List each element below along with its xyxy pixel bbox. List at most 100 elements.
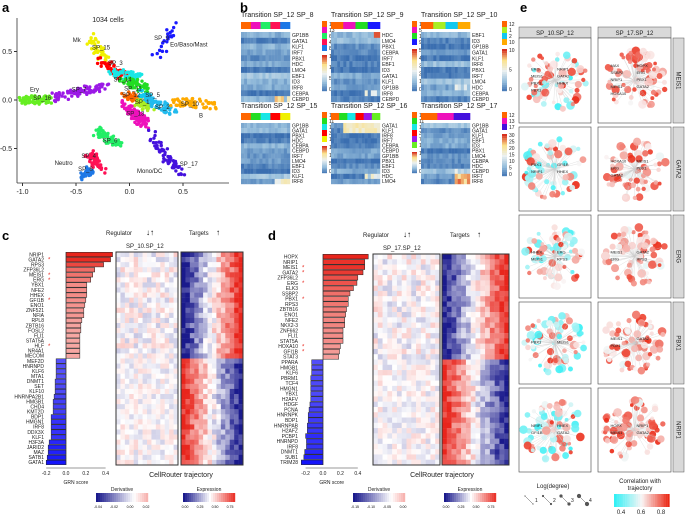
heatmap-cell xyxy=(280,43,285,50)
heatmap-cell xyxy=(283,158,288,164)
expression-cell xyxy=(194,267,199,273)
heatmap-cell xyxy=(433,49,437,56)
heatmap-cell xyxy=(241,67,245,74)
expression-cell xyxy=(485,280,491,286)
grn-score-bar xyxy=(322,338,344,344)
derivative-cell xyxy=(169,297,174,303)
heatmap-cell xyxy=(370,178,375,185)
heatmap-cell xyxy=(445,72,449,79)
expression-cell xyxy=(465,259,471,265)
derivative-cell xyxy=(129,394,134,400)
heatmap-cell xyxy=(250,178,254,185)
heatmap-cell xyxy=(454,67,458,74)
heatmap-cell xyxy=(244,32,248,39)
heatmap-cell xyxy=(247,84,251,91)
color-scale-step xyxy=(322,73,327,75)
derivative-cell xyxy=(124,348,130,354)
derivative-cell xyxy=(120,429,126,435)
heatmap-cell xyxy=(286,163,291,169)
heatmap-cell xyxy=(268,133,272,139)
grn-score-bar xyxy=(65,307,85,313)
heatmap-cell xyxy=(430,123,434,129)
expression-cell xyxy=(194,338,199,344)
derivative-cell xyxy=(155,302,161,308)
expression-cell xyxy=(212,373,217,379)
expression-cell xyxy=(216,307,222,314)
grn-score-bar xyxy=(322,343,341,349)
grn-score-bar xyxy=(303,454,324,460)
expression-cell xyxy=(456,354,462,360)
color-scale-step xyxy=(502,144,507,147)
expression-cell xyxy=(212,353,217,359)
heatmap-cell xyxy=(427,128,431,134)
derivative-cell xyxy=(138,373,143,379)
expression-cell xyxy=(446,280,452,286)
heatmap-cell xyxy=(448,96,452,103)
derivative-cell xyxy=(129,363,134,369)
heatmap-cell xyxy=(358,123,362,129)
heatmap-cell xyxy=(445,163,449,169)
derivative-cell xyxy=(129,307,134,314)
heatmap-cell xyxy=(430,90,434,97)
color-scale-step xyxy=(502,63,507,66)
heatmap-cell xyxy=(349,138,353,144)
heatmap-cell xyxy=(247,37,251,44)
expression-cell xyxy=(446,454,452,460)
derivative-cell xyxy=(147,297,152,303)
heatmap-cell xyxy=(433,173,437,180)
derivative-cell xyxy=(133,323,139,329)
derivative-cell xyxy=(392,391,398,397)
expression-cell xyxy=(207,348,213,354)
heatmap-cell xyxy=(457,72,462,79)
expression-cell xyxy=(504,269,510,276)
expression-cell xyxy=(181,267,186,273)
derivative-cell xyxy=(133,272,139,278)
expression-cell xyxy=(442,312,447,318)
derivative-cell xyxy=(164,368,170,374)
grn-score-bar xyxy=(55,358,67,364)
heatmap-cell xyxy=(247,173,251,180)
heatmap-cell xyxy=(340,55,344,62)
scatter-point-sp_2 xyxy=(149,104,153,108)
derivative-cell xyxy=(401,364,407,371)
scatter-point-sp_17 xyxy=(148,138,152,143)
derivative-cell xyxy=(420,438,426,445)
significance-star: * xyxy=(48,258,51,264)
expression-cell xyxy=(234,287,239,293)
scatter-point-sp_10 xyxy=(181,97,185,101)
expression-cell xyxy=(225,414,230,420)
derivative-cell xyxy=(435,327,441,334)
expression-cell xyxy=(480,275,486,281)
heatmap-cell xyxy=(445,32,449,39)
heatmap-cell xyxy=(268,128,272,134)
scatter-point-sp_13 xyxy=(140,119,144,123)
derivative-cell xyxy=(435,254,441,260)
heatmap-cell xyxy=(436,128,440,134)
expression-cell xyxy=(465,459,471,466)
derivative-cell xyxy=(138,282,143,288)
expression-cell xyxy=(456,454,462,460)
expression-cell xyxy=(229,449,235,456)
derivative-cell xyxy=(116,368,121,374)
derivative-cell xyxy=(387,275,393,281)
expression-cell xyxy=(499,385,505,392)
derivative-cell xyxy=(387,343,393,350)
derivative-cell xyxy=(382,312,388,318)
heatmap-cell xyxy=(259,123,263,129)
heatmap-cell xyxy=(463,96,468,103)
heatmap-cell xyxy=(274,96,278,103)
derivative-cell xyxy=(377,364,383,371)
derivative-cell xyxy=(377,254,383,260)
expression-cell xyxy=(446,317,452,323)
expression-cell xyxy=(456,254,462,260)
expression-scale-step xyxy=(187,493,190,502)
derivative-cell xyxy=(425,269,431,276)
expression-cell xyxy=(485,433,491,439)
derivative-cell xyxy=(416,401,422,408)
heatmap-cell xyxy=(370,133,375,139)
heatmap-cell xyxy=(373,90,378,97)
expression-cell xyxy=(504,343,510,350)
scatter-point-sp_14 xyxy=(108,72,113,76)
derivative-cell xyxy=(120,424,126,430)
heatmap-cell xyxy=(349,43,353,50)
